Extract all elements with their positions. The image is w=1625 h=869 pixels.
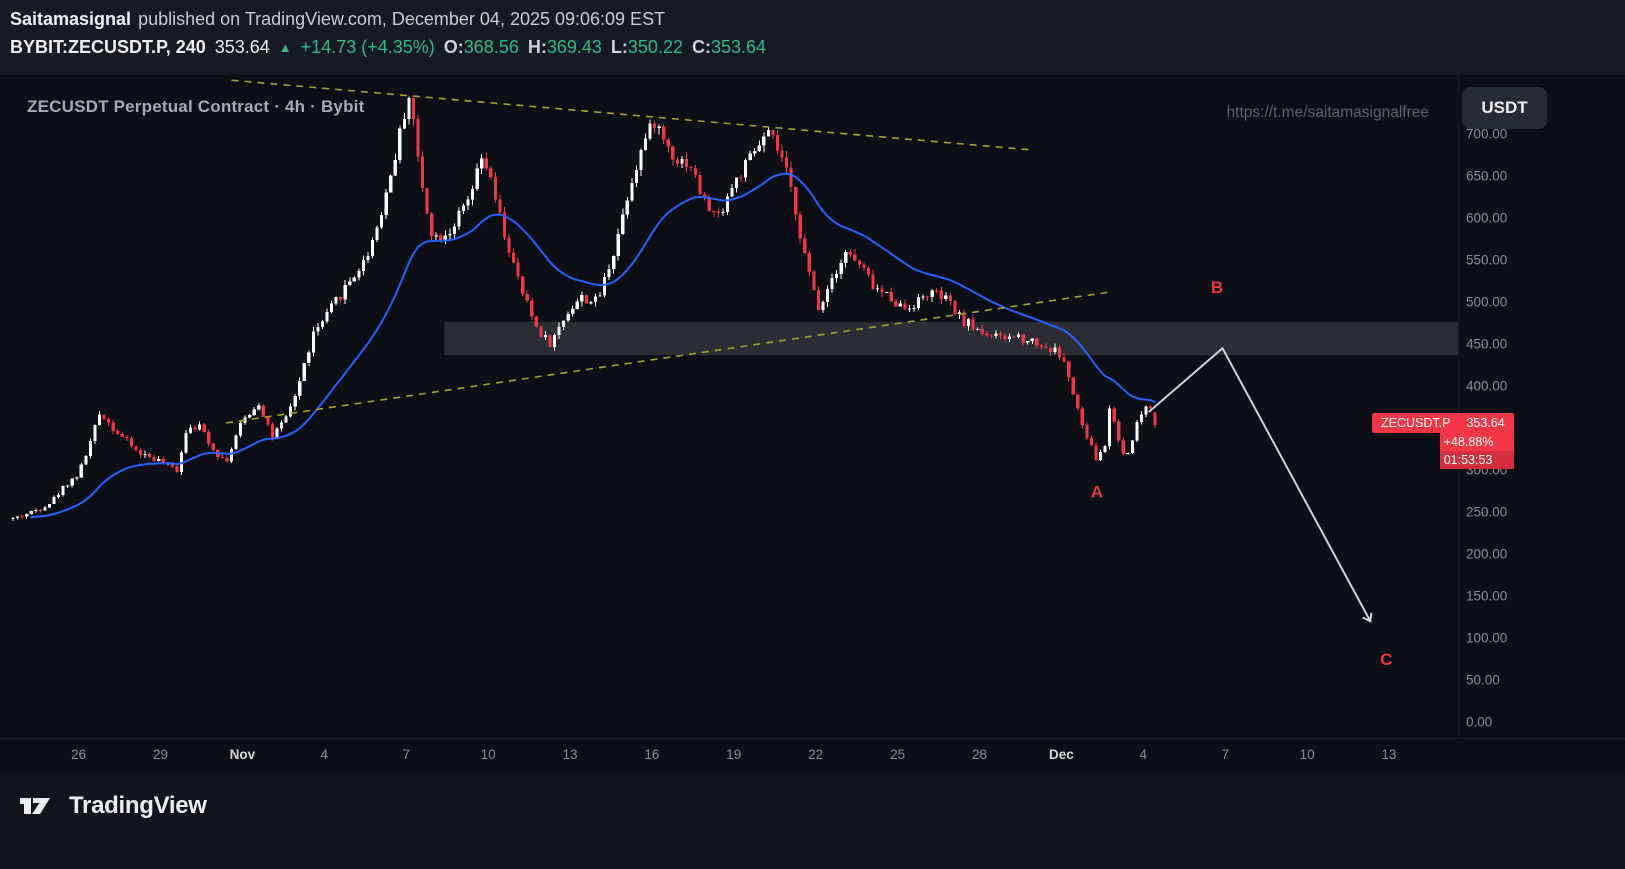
- symbol-ohlc-row: BYBIT:ZECUSDT.P, 240 353.64 ▲ +14.73 (+4…: [10, 37, 1613, 58]
- plot-area: [11, 79, 1458, 521]
- chart-region: A B C 700.00 650.00 600.00 550.00 500.00 450.00 4…: [0, 75, 1625, 772]
- svg-text:0.00: 0.00: [1466, 715, 1492, 730]
- published-text: published on TradingView.com, December 0…: [138, 9, 666, 29]
- ohlc-close: C:353.64: [691, 37, 767, 57]
- last-price-label: ZECUSDT.P 353.64 +48.88% 01:53:53: [1372, 413, 1514, 469]
- svg-text:650.00: 650.00: [1466, 169, 1507, 184]
- price-label-countdown: 01:53:53: [1439, 451, 1514, 469]
- author-name[interactable]: Saitamasignal: [10, 9, 132, 29]
- svg-text:7: 7: [1221, 747, 1229, 762]
- svg-text:700.00: 700.00: [1466, 127, 1507, 142]
- ohlc-high: H:369.43: [527, 37, 602, 57]
- tradingview-logo-text[interactable]: TradingView: [69, 792, 207, 819]
- moving-average-line: [30, 172, 1157, 519]
- abc-projection-arrow: [1148, 347, 1373, 623]
- price-label-percent: +48.88%: [1439, 433, 1514, 451]
- svg-text:500.00: 500.00: [1466, 295, 1507, 310]
- svg-text:7: 7: [402, 747, 410, 762]
- up-arrow-icon: ▲: [278, 40, 292, 55]
- svg-text:29: 29: [153, 747, 168, 762]
- footer-bar: TradingView: [0, 772, 1625, 869]
- wave-label-C: C: [1380, 650, 1392, 669]
- publish-header: Saitamasignal published on TradingView.c…: [0, 0, 1625, 75]
- svg-text:550.00: 550.00: [1466, 253, 1507, 268]
- publish-line: Saitamasignal published on TradingView.c…: [10, 9, 1613, 34]
- svg-text:16: 16: [644, 747, 659, 762]
- supply-zone: [444, 322, 1458, 355]
- chart-title: ZECUSDT Perpetual Contract · 4h · Bybit: [27, 97, 365, 116]
- svg-text:400.00: 400.00: [1466, 379, 1507, 394]
- svg-text:Nov: Nov: [230, 747, 256, 762]
- svg-text:4: 4: [1140, 747, 1148, 762]
- header-last-price: 353.64: [214, 37, 270, 57]
- trendline-lower: [225, 291, 1111, 424]
- last-price-label-main: ZECUSDT.P 353.64: [1372, 413, 1514, 433]
- wave-label-A: A: [1091, 483, 1103, 502]
- svg-text:450.00: 450.00: [1466, 337, 1507, 352]
- tradingview-logo-icon[interactable]: [18, 789, 58, 828]
- trendline-upper: [231, 79, 1032, 151]
- svg-text:4: 4: [321, 747, 329, 762]
- svg-text:50.00: 50.00: [1466, 673, 1500, 688]
- svg-text:25: 25: [890, 747, 905, 762]
- svg-text:Dec: Dec: [1049, 747, 1074, 762]
- svg-text:13: 13: [1381, 747, 1396, 762]
- wave-label-B: B: [1211, 278, 1223, 297]
- svg-text:28: 28: [972, 747, 987, 762]
- svg-text:22: 22: [808, 747, 823, 762]
- svg-text:19: 19: [726, 747, 741, 762]
- svg-text:10: 10: [481, 747, 496, 762]
- price-label-price: 353.64: [1466, 416, 1505, 430]
- telegram-watermark: https://t.me/saitamasignalfree: [1226, 104, 1429, 121]
- time-axis[interactable]: 26 29 Nov 4 7 10 13 16 19 22 25 28 Dec 4 7 10 13: [71, 747, 1396, 762]
- ohlc-low: L:350.22: [610, 37, 683, 57]
- svg-text:26: 26: [71, 747, 86, 762]
- svg-text:150.00: 150.00: [1466, 589, 1507, 604]
- symbol-title[interactable]: BYBIT:ZECUSDT.P, 240: [10, 37, 206, 57]
- currency-toggle-button[interactable]: USDT: [1462, 87, 1547, 129]
- svg-text:13: 13: [562, 747, 577, 762]
- ohlc-open: O:368.56: [443, 37, 519, 57]
- svg-text:10: 10: [1300, 747, 1315, 762]
- candles-layer: [11, 96, 1157, 521]
- svg-text:100.00: 100.00: [1466, 631, 1507, 646]
- svg-text:200.00: 200.00: [1466, 547, 1507, 562]
- svg-text:600.00: 600.00: [1466, 211, 1507, 226]
- svg-text:250.00: 250.00: [1466, 505, 1507, 520]
- price-change: +14.73 (+4.35%): [300, 37, 435, 57]
- price-label-symbol: ZECUSDT.P: [1381, 416, 1451, 430]
